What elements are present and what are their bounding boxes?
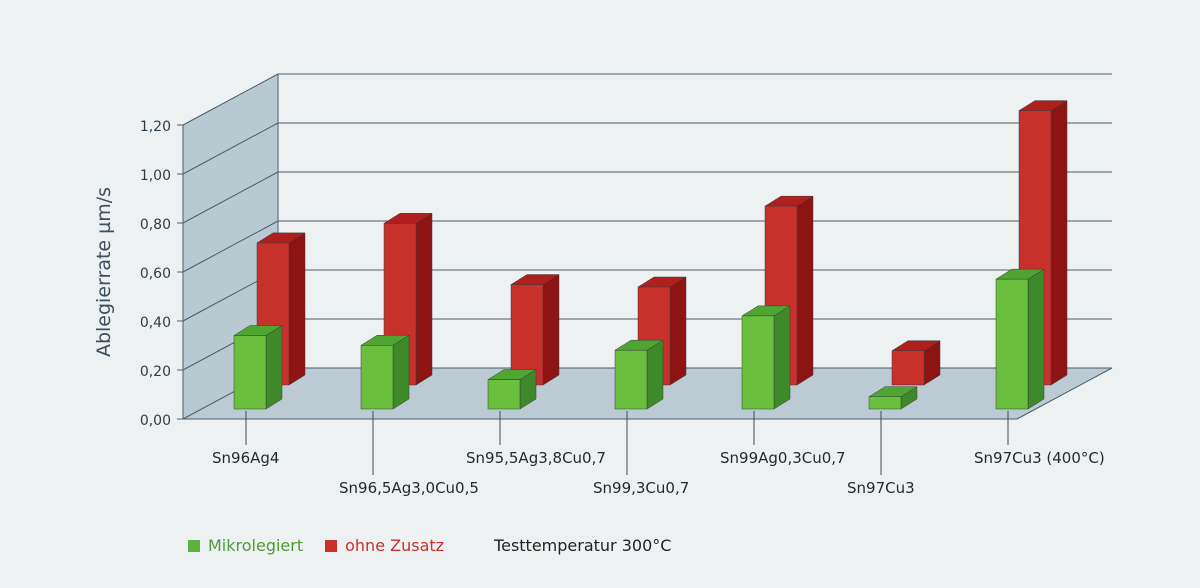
bar-mikrolegiert <box>741 305 791 410</box>
bar-mikrolegiert <box>614 339 664 410</box>
bar-side <box>415 212 433 386</box>
legend-note-temperature: Testtemperatur 300°C <box>494 536 672 555</box>
category-label: Sn99Ag0,3Cu0,7 <box>720 449 846 467</box>
bar-front <box>487 379 521 410</box>
bar-side <box>796 195 814 386</box>
category-label: Sn96Ag4 <box>212 449 279 467</box>
y-tick-label: 0,40 <box>140 315 171 331</box>
legend-swatch-green <box>188 539 200 552</box>
bar-side <box>646 339 664 410</box>
bar-mikrolegiert <box>487 369 537 410</box>
y-tick-label: 0,20 <box>140 364 171 380</box>
bar-front <box>614 349 648 410</box>
bar-side <box>1027 268 1045 410</box>
bar-mikrolegiert <box>995 268 1045 410</box>
category-label: Sn95,5Ag3,8Cu0,7 <box>466 449 606 467</box>
bar-side <box>669 276 687 386</box>
bar-side <box>542 274 560 386</box>
chart-legend: Mikrolegiert ohne Zusatz Testtemperatur … <box>188 536 671 555</box>
y-axis-label: Ablegierrate µm/s <box>93 187 115 357</box>
bar-front <box>510 284 544 386</box>
bar-side <box>265 325 283 410</box>
gridline-diagonal <box>182 73 279 126</box>
bar-front <box>741 315 775 410</box>
legend-label-ohne-zusatz: ohne Zusatz <box>345 536 445 555</box>
bar-side <box>288 232 306 386</box>
legend-item-mikrolegiert: Mikrolegiert <box>188 536 303 555</box>
bar-ohne-zusatz <box>510 274 560 386</box>
bar-ohne-zusatz <box>891 340 941 386</box>
bar-front <box>360 345 394 410</box>
bar-side <box>1050 100 1068 386</box>
y-tick-label: 0,60 <box>140 266 171 282</box>
y-tick-label: 0,80 <box>140 217 171 233</box>
bar-front <box>891 350 925 386</box>
bar-front <box>233 335 267 410</box>
floor-right-edge <box>1016 367 1113 420</box>
y-axis-ticks: 0,00 0,20 0,40 0,60 0,80 1,00 1,20 <box>140 119 171 429</box>
y-tick-label: 1,20 <box>140 119 171 135</box>
bar-mikrolegiert <box>360 334 410 410</box>
category-label: Sn97Cu3 <box>847 479 915 497</box>
chart-bars <box>233 100 1068 410</box>
category-label: Sn99,3Cu0,7 <box>593 479 689 497</box>
bar-mikrolegiert <box>233 325 283 410</box>
bar-side <box>392 334 410 410</box>
gridline-diagonal <box>182 122 279 175</box>
y-tick-label: 0,00 <box>140 413 171 429</box>
bar-mikrolegiert <box>868 386 918 410</box>
x-axis-categories: Sn96Ag4 Sn96,5Ag3,0Cu0,5 Sn95,5Ag3,8Cu0,7 S… <box>212 411 1105 497</box>
bar-side <box>773 305 791 410</box>
y-tick-label: 1,00 <box>140 168 171 184</box>
legend-swatch-red <box>325 539 338 552</box>
category-label: Sn97Cu3 (400°C) <box>974 449 1105 467</box>
legend-item-ohne-zusatz: ohne Zusatz <box>325 536 444 555</box>
bar-front <box>868 396 902 410</box>
gridline-diagonal <box>182 171 279 224</box>
category-label: Sn96,5Ag3,0Cu0,5 <box>339 479 479 497</box>
bar-front <box>995 278 1029 410</box>
gridline-diagonal <box>182 220 279 273</box>
legend-label-mikrolegiert: Mikrolegiert <box>208 536 304 555</box>
